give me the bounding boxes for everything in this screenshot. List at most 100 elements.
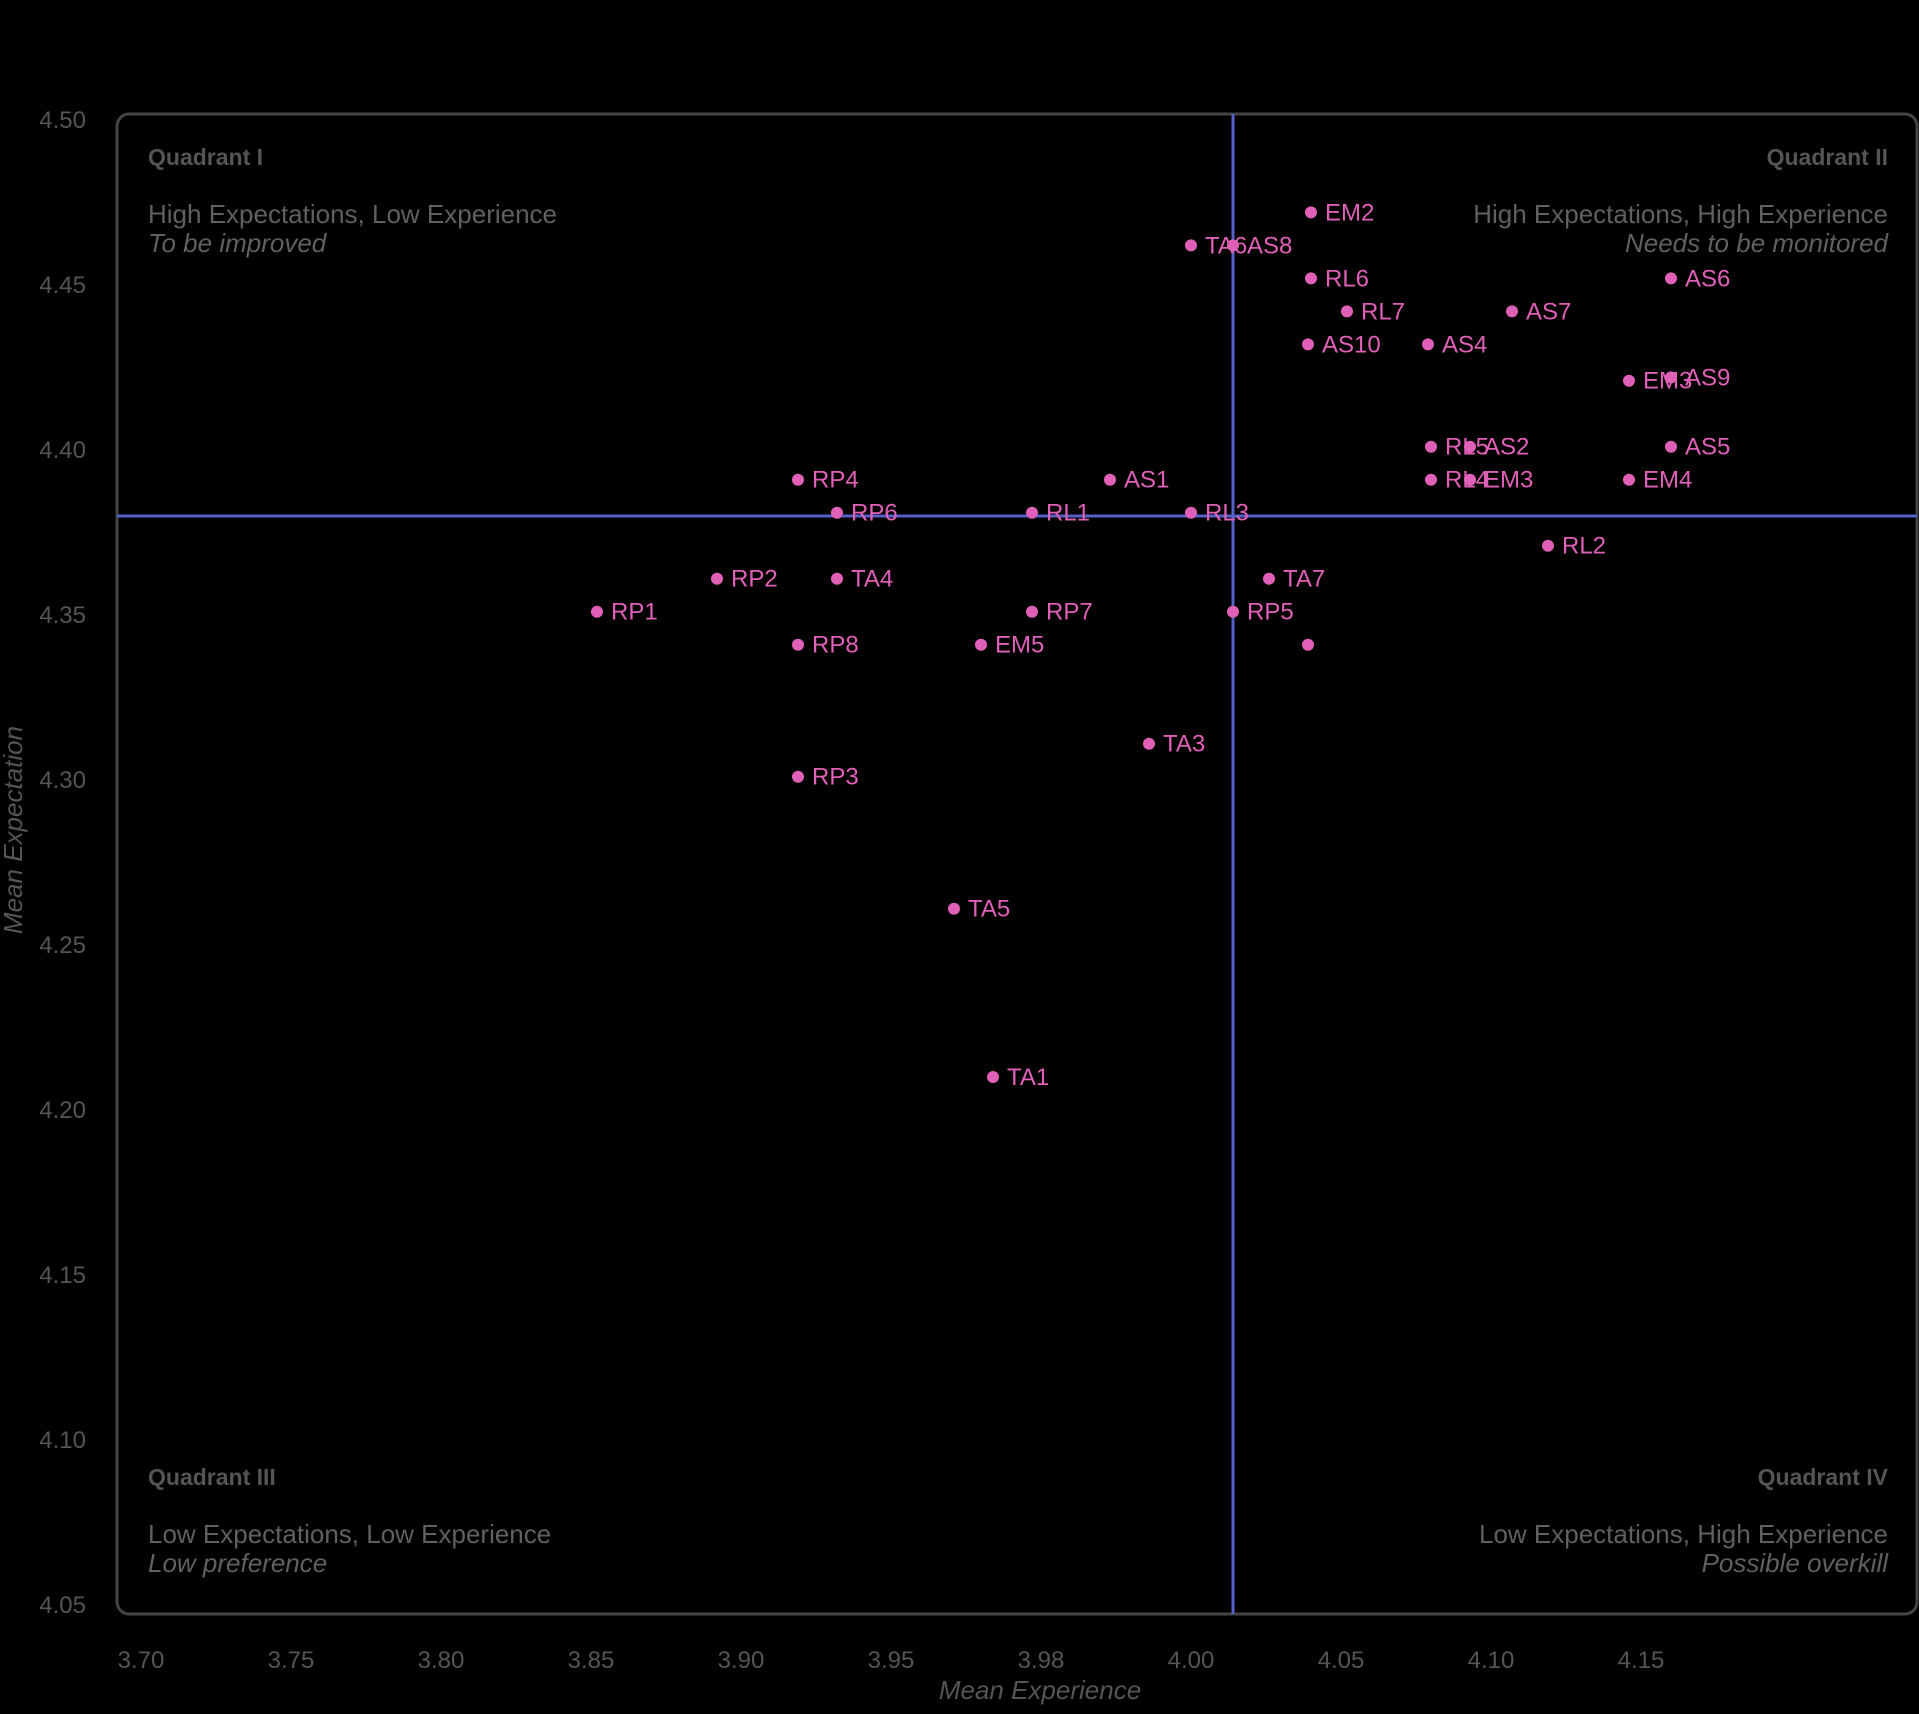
- quadrant-1-annotation: Quadrant I High Expectations, Low Experi…: [148, 144, 557, 258]
- y-tick-label: 4.25: [39, 932, 86, 959]
- data-point: [1665, 272, 1677, 285]
- data-point-label: AS5: [1685, 434, 1730, 461]
- quadrant-4-title: Quadrant IV: [1758, 1464, 1889, 1490]
- data-point: [987, 1071, 999, 1083]
- data-point: [1143, 737, 1155, 750]
- y-tick-label: 4.40: [39, 437, 86, 464]
- data-point: [711, 572, 723, 585]
- y-tick-label: 4.20: [39, 1097, 86, 1124]
- data-point: [1026, 605, 1038, 618]
- data-point: [1227, 605, 1239, 618]
- x-tick-label: 3.90: [718, 1647, 765, 1674]
- data-point: [1425, 440, 1437, 453]
- x-axis-ticks: 3.70 3.75 3.80 3.85 3.90 3.95 3.98 4.00 4.05 4.10…: [118, 1647, 1665, 1674]
- data-point: [1302, 338, 1314, 351]
- data-point-label: AS6: [1685, 265, 1730, 292]
- data-point: [1425, 473, 1437, 486]
- x-tick-label: 3.70: [118, 1647, 165, 1674]
- y-axis-ticks: 4.05 4.10 4.15 4.20 4.25 4.30 4.35 4.40 4.45 4.50: [39, 107, 86, 1619]
- data-point-label: TA5: [968, 896, 1010, 923]
- quadrant-2-subtitle: Needs to be monitored: [1625, 228, 1890, 258]
- x-tick-label: 3.95: [868, 1647, 915, 1674]
- quadrant-1-title: Quadrant I: [148, 144, 263, 170]
- data-point: [1305, 272, 1317, 285]
- data-point: [792, 473, 804, 486]
- data-point: [1185, 506, 1197, 519]
- y-tick-label: 4.45: [39, 272, 86, 299]
- y-tick-label: 4.35: [39, 602, 86, 629]
- data-point: [1464, 473, 1476, 486]
- data-point: [1506, 305, 1518, 318]
- data-point-label: AS8: [1247, 232, 1292, 259]
- x-tick-label: 4.10: [1468, 1647, 1515, 1674]
- plot-frame: [115, 112, 1919, 1616]
- quadrant-3-annotation: Quadrant III Low Expectations, Low Exper…: [148, 1464, 551, 1578]
- quadrant-3-description: Low Expectations, Low Experience: [148, 1519, 551, 1549]
- data-point: [591, 605, 603, 618]
- data-point: [1104, 473, 1116, 486]
- data-point-label: RL7: [1361, 298, 1405, 325]
- data-point: [1623, 374, 1635, 387]
- data-point: [792, 770, 804, 783]
- data-point: [1341, 305, 1353, 318]
- data-point: [1263, 572, 1275, 585]
- data-point: [792, 638, 804, 651]
- data-point-label: RP1: [611, 599, 658, 626]
- data-point-label: RP7: [1046, 599, 1093, 626]
- data-point-label: RP8: [812, 632, 859, 659]
- quadrant-2-annotation: Quadrant II High Expectations, High Expe…: [1473, 144, 1889, 258]
- data-point-label: EM5: [995, 632, 1044, 659]
- data-point-label: TA1: [1007, 1064, 1049, 1091]
- data-point: [1464, 440, 1476, 453]
- data-point-label: TA4: [851, 566, 893, 593]
- data-point: [1665, 371, 1677, 384]
- data-point-label: RL3: [1205, 500, 1249, 527]
- x-tick-label: 3.80: [418, 1647, 465, 1674]
- data-point-label: TA6: [1205, 232, 1247, 259]
- data-point-label: RP3: [812, 764, 859, 791]
- quadrant-4-subtitle: Possible overkill: [1702, 1548, 1890, 1578]
- data-point: [1185, 239, 1197, 252]
- data-point: [975, 638, 987, 651]
- y-tick-label: 4.50: [39, 107, 86, 134]
- data-point-label: AS9: [1685, 364, 1730, 391]
- data-point-label: AS7: [1526, 298, 1571, 325]
- quadrant-1-description: High Expectations, Low Experience: [148, 199, 557, 229]
- quadrant-4-annotation: Quadrant IV Low Expectations, High Exper…: [1479, 1464, 1889, 1578]
- data-point-label: RP6: [851, 500, 898, 527]
- data-point: [948, 902, 960, 915]
- y-tick-label: 4.05: [39, 1592, 86, 1619]
- data-point: [1422, 338, 1434, 351]
- data-point-label: AS10: [1322, 331, 1381, 358]
- data-point: [1026, 506, 1038, 519]
- x-axis-title: Mean Experience: [939, 1675, 1141, 1705]
- data-point-label: RP5: [1247, 599, 1294, 626]
- data-point: [1623, 473, 1635, 486]
- data-point-label: TA3: [1163, 731, 1205, 758]
- data-point: [831, 506, 843, 519]
- data-point-label: RL6: [1325, 265, 1369, 292]
- x-tick-label: 4.15: [1618, 1647, 1665, 1674]
- data-point-label: EM2: [1325, 199, 1374, 226]
- quadrant-3-subtitle: Low preference: [148, 1548, 327, 1578]
- quadrant-2-title: Quadrant II: [1767, 144, 1888, 170]
- quadrant-3-title: Quadrant III: [148, 1464, 276, 1490]
- quadrant-2-description: High Expectations, High Experience: [1473, 199, 1888, 229]
- data-point-label: RP4: [812, 467, 859, 494]
- data-point: [1227, 239, 1239, 252]
- data-point-label: AS4: [1442, 331, 1487, 358]
- data-point-label: EM3: [1484, 467, 1533, 494]
- y-tick-label: 4.10: [39, 1427, 86, 1454]
- data-point-label: RL1: [1046, 500, 1090, 527]
- y-axis-title: Mean Expectation: [0, 726, 28, 934]
- x-tick-label: 4.00: [1168, 1647, 1215, 1674]
- x-tick-label: 4.05: [1318, 1647, 1365, 1674]
- y-tick-label: 4.30: [39, 767, 86, 794]
- quadrant-4-description: Low Expectations, High Experience: [1479, 1519, 1888, 1549]
- data-point-label: AS1: [1124, 467, 1169, 494]
- data-point-label: RP2: [731, 566, 778, 593]
- data-point: [831, 572, 843, 585]
- data-point: [1305, 206, 1317, 219]
- x-tick-label: 3.98: [1018, 1647, 1065, 1674]
